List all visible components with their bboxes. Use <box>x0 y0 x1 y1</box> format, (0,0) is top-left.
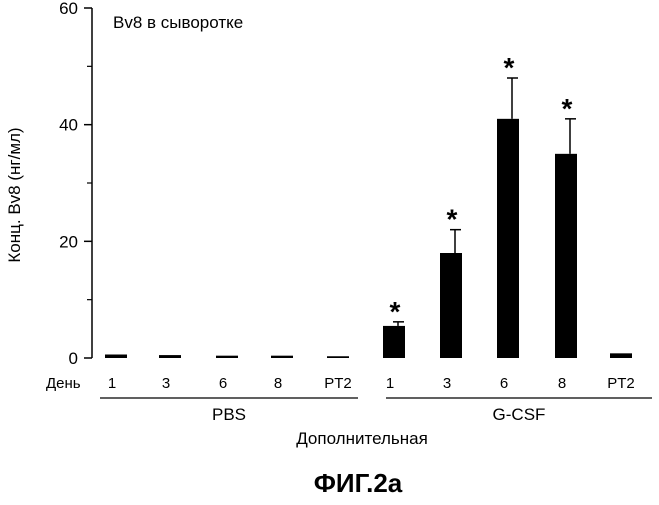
x-tick-label: 1 <box>108 375 116 392</box>
significance-star: * <box>562 93 573 124</box>
y-axis-label: Конц. Bv8 (нг/мл) <box>5 127 24 262</box>
bar <box>159 355 181 358</box>
bar <box>440 253 462 358</box>
chart-labels: 0 20 40 60 1 3 6 8 PT2 * 1 * 3 * 6 * 8 PT2 PBS G-CSF <box>59 0 635 424</box>
y-tick-label: 40 <box>59 116 78 135</box>
x-tick-label: PT2 <box>607 375 635 392</box>
y-tick-label: 60 <box>59 0 78 18</box>
figure-caption: ФИГ.2a <box>314 468 403 498</box>
x-tick-label: PT2 <box>324 375 352 392</box>
bar <box>327 356 349 358</box>
x-axis-label: Дополнительная <box>296 429 428 448</box>
chart-bars <box>105 78 632 358</box>
bar <box>610 353 632 358</box>
x-tick-label: 6 <box>219 375 227 392</box>
y-tick-label: 0 <box>69 349 78 368</box>
x-tick-label: 3 <box>443 375 451 392</box>
significance-star: * <box>504 52 515 83</box>
x-tick-label: 1 <box>386 375 394 392</box>
bar <box>383 326 405 358</box>
bar <box>105 355 127 359</box>
group-label: PBS <box>212 405 246 424</box>
significance-star: * <box>390 296 401 327</box>
bar-chart: 0 20 40 60 1 3 6 8 PT2 * 1 * 3 * 6 * 8 PT2 PBS G-CSF Bv8 в … <box>0 0 659 500</box>
x-tick-label: 6 <box>500 375 508 392</box>
bar <box>555 154 577 358</box>
chart-title: Bv8 в сыворотке <box>113 13 243 32</box>
x-tick-label: 8 <box>558 375 566 392</box>
y-tick-label: 20 <box>59 232 78 251</box>
bar <box>271 356 293 358</box>
bar <box>216 356 238 358</box>
x-axis-day-label: День <box>46 375 81 392</box>
significance-star: * <box>447 204 458 235</box>
group-label: G-CSF <box>493 405 546 424</box>
x-tick-label: 8 <box>274 375 282 392</box>
x-tick-label: 3 <box>162 375 170 392</box>
bar <box>497 119 519 358</box>
